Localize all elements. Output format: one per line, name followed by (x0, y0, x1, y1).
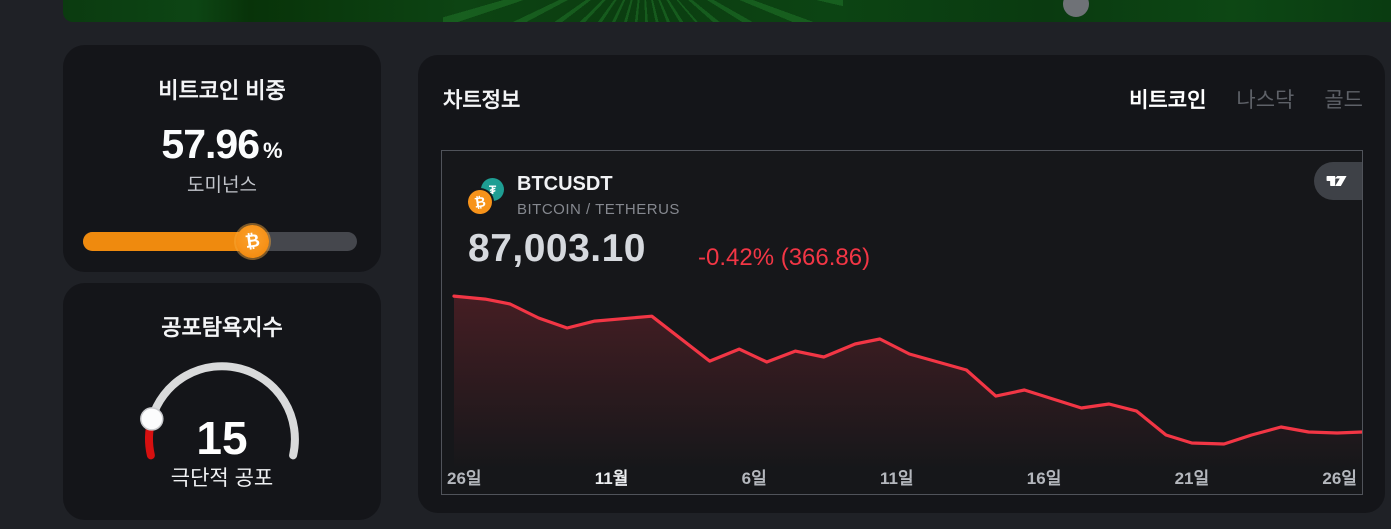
chart-info-panel: 차트정보 비트코인 나스닥 골드 ₮ ₿ BTCUSDT BITCOIN / TET… (418, 55, 1385, 513)
tab-nasdaq[interactable]: 나스닥 (1236, 89, 1295, 112)
banner-circle-decoration (1063, 0, 1089, 17)
tab-bitcoin[interactable]: 비트코인 (1129, 89, 1207, 112)
x-axis-label: 6일 (741, 469, 767, 488)
bitcoin-dominance-card: 비트코인 비중 57.96% 도미넌스 ₿ (63, 45, 381, 272)
symbol-change: -0.42% (366.86) (698, 244, 871, 271)
chart-panel-header: 차트정보 비트코인 나스닥 골드 (443, 85, 1363, 113)
price-line-chart[interactable] (442, 151, 1362, 494)
bitcoin-coin-icon: ₿ (233, 222, 272, 261)
chart-price-line (452, 294, 1362, 446)
x-axis-label: 21일 (1174, 469, 1210, 488)
tab-gold[interactable]: 골드 (1324, 89, 1363, 112)
gauge-track-arc (147, 362, 299, 460)
chart-panel-title: 차트정보 (443, 89, 521, 112)
symbol-coin-pair: ₮ ₿ (466, 177, 508, 219)
dominance-progress-bar: ₿ (83, 222, 357, 261)
x-axis-label: 16일 (1026, 469, 1062, 488)
x-axis-label: 11일 (879, 469, 914, 488)
fear-greed-status-label: 극단적 공포 (170, 467, 274, 490)
fear-greed-gauge (140, 362, 299, 460)
symbol-name[interactable]: BTCUSDT (517, 173, 613, 195)
dominance-label: 도미넌스 (187, 175, 257, 196)
fear-greed-card: 공포탐욕지수 15 극단적 공포 (63, 283, 381, 520)
chart-tabs: 비트코인 나스닥 골드 (1129, 84, 1363, 114)
promo-banner[interactable] (63, 0, 1391, 22)
tradingview-chart-widget[interactable]: ₮ ₿ BTCUSDT BITCOIN / TETHERUS 87,003.10… (441, 150, 1363, 495)
symbol-price: 87,003.10 (468, 227, 647, 270)
dominance-value-row: 57.96% (63, 121, 381, 168)
tradingview-logo-icon (1326, 176, 1347, 186)
x-axis-labels: 26일 11월 6일 11일 16일 21일 26일 (442, 464, 1362, 489)
gauge-knob (140, 407, 164, 431)
symbol-description: BITCOIN / TETHERUS (517, 201, 680, 218)
x-axis-label: 11월 (594, 469, 629, 488)
banner-sunburst-decoration (443, 0, 843, 22)
x-axis-label: 26일 (1322, 469, 1357, 488)
dominance-card-title: 비트코인 비중 (158, 78, 286, 103)
tradingview-logo[interactable] (1314, 162, 1362, 200)
fear-greed-title: 공포탐욕지수 (161, 315, 283, 340)
x-axis-label: 26일 (447, 469, 482, 488)
dominance-value: 57.96 (161, 121, 260, 167)
dominance-unit: % (263, 138, 283, 163)
dominance-progress-fill (83, 232, 253, 251)
fear-greed-value: 15 (196, 412, 248, 464)
